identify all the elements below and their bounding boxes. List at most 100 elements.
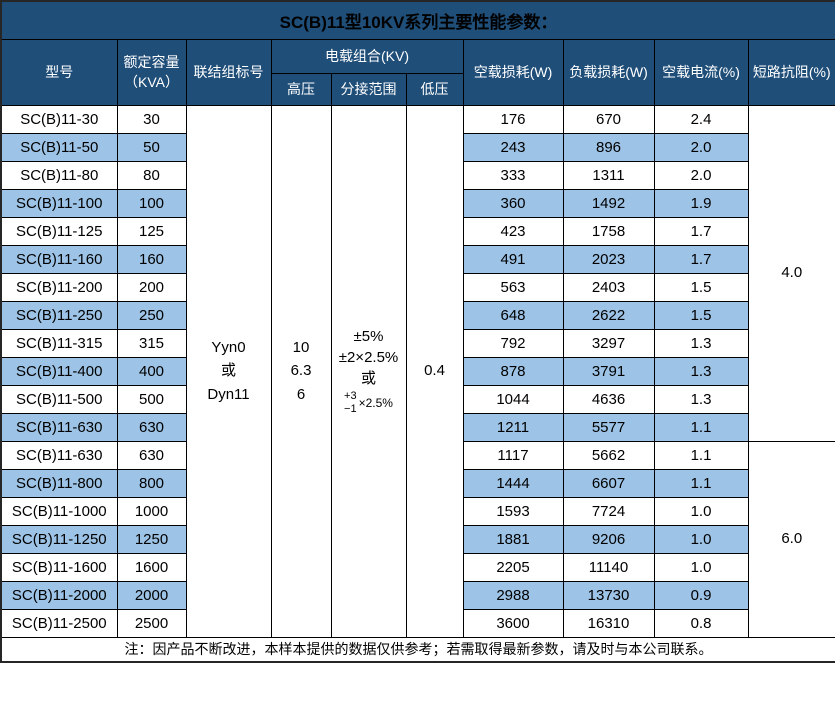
model-cell: SC(B)11-1250 (0, 524, 118, 554)
table-row: SC(B)11-200 200 563 2403 1.5 (0, 272, 835, 302)
high-voltage-line: 6 (296, 385, 306, 403)
capacity-cell: 250 (116, 300, 187, 330)
capacity-cell: 400 (116, 356, 187, 386)
connection-line: 或 (220, 362, 236, 380)
table-row: SC(B)11-1600 1600 2205 11140 1.0 (0, 552, 835, 582)
capacity-cell: 1600 (116, 552, 187, 582)
no-load-loss-cell: 333 (462, 160, 564, 190)
load-loss-cell: 5662 (562, 440, 655, 470)
load-loss-cell: 2023 (562, 244, 655, 274)
table-row: SC(B)11-800 800 1444 6607 1.1 (0, 468, 835, 498)
tap-fraction-top: +3 (344, 389, 357, 402)
no-load-loss-cell: 360 (462, 188, 564, 218)
load-loss-cell: 6607 (562, 468, 655, 498)
col-header-model: 型号 (0, 38, 118, 106)
model-cell: SC(B)11-2500 (0, 608, 118, 638)
impedance-merged-cell-1: 4.0 (747, 104, 835, 442)
model-cell: SC(B)11-250 (0, 300, 118, 330)
capacity-header-line2: （KVA） (124, 74, 179, 90)
tap-fraction-multiplier: ×2.5% (358, 395, 393, 410)
capacity-header-line1: 额定容量 (123, 53, 180, 70)
model-cell: SC(B)11-200 (0, 272, 118, 302)
tap-range-line: 或 (360, 369, 376, 387)
connection-group-merged-cell: Yyn0 或 Dyn11 (185, 104, 272, 638)
table-title: SC(B)11型10KV系列主要性能参数： (0, 0, 835, 40)
low-voltage-merged-cell: 0.4 (405, 104, 464, 638)
no-load-loss-cell: 2205 (462, 552, 564, 582)
load-loss-cell: 1492 (562, 188, 655, 218)
capacity-cell: 500 (116, 384, 187, 414)
no-load-current-cell: 1.5 (653, 272, 749, 302)
capacity-cell: 630 (116, 412, 187, 442)
load-loss-cell: 7724 (562, 496, 655, 526)
capacity-cell: 1250 (116, 524, 187, 554)
model-cell: SC(B)11-1600 (0, 552, 118, 582)
no-load-current-cell: 1.0 (653, 524, 749, 554)
model-cell: SC(B)11-100 (0, 188, 118, 218)
capacity-cell: 2000 (116, 580, 187, 610)
no-load-current-cell: 1.7 (653, 244, 749, 274)
table-row: SC(B)11-100 100 360 1492 1.9 (0, 188, 835, 218)
capacity-cell: 1000 (116, 496, 187, 526)
table-row: SC(B)11-500 500 1044 4636 1.3 (0, 384, 835, 414)
capacity-cell: 200 (116, 272, 187, 302)
header-row-1: 型号 额定容量 （KVA） 联结组标号 电载组合(KV) 空载损耗(W) 负载损… (0, 38, 835, 106)
load-loss-cell: 16310 (562, 608, 655, 638)
load-loss-cell: 2403 (562, 272, 655, 302)
no-load-current-cell: 1.1 (653, 412, 749, 442)
no-load-loss-cell: 2988 (462, 580, 564, 610)
load-loss-cell: 3297 (562, 328, 655, 358)
no-load-loss-cell: 176 (462, 104, 564, 134)
load-loss-cell: 4636 (562, 384, 655, 414)
no-load-loss-cell: 1593 (462, 496, 564, 526)
load-loss-cell: 9206 (562, 524, 655, 554)
table-row: SC(B)11-630 630 1117 5662 1.1 6.0 (0, 440, 835, 638)
no-load-current-cell: 1.9 (653, 188, 749, 218)
table-row: SC(B)11-80 80 333 1311 2.0 (0, 160, 835, 190)
table-row: SC(B)11-2500 2500 3600 16310 0.8 (0, 608, 835, 638)
tap-range-line: ±2×2.5% (338, 348, 399, 366)
no-load-loss-cell: 648 (462, 300, 564, 330)
no-load-loss-cell: 878 (462, 356, 564, 386)
model-cell: SC(B)11-800 (0, 468, 118, 498)
capacity-cell: 50 (116, 132, 187, 162)
no-load-loss-cell: 3600 (462, 608, 564, 638)
load-loss-cell: 11140 (562, 552, 655, 582)
table-row: SC(B)11-630 630 1211 5577 1.1 (0, 412, 835, 442)
load-loss-cell: 5577 (562, 412, 655, 442)
load-loss-cell: 896 (562, 132, 655, 162)
capacity-cell: 30 (116, 104, 187, 134)
no-load-current-cell: 1.0 (653, 552, 749, 582)
no-load-loss-cell: 243 (462, 132, 564, 162)
tap-range-fraction: +3 −1 ×2.5% (333, 390, 405, 416)
table-row: SC(B)11-160 160 491 2023 1.7 (0, 244, 835, 274)
no-load-current-cell: 1.5 (653, 300, 749, 330)
no-load-loss-cell: 563 (462, 272, 564, 302)
high-voltage-line: 6.3 (290, 362, 312, 380)
connection-line: Yyn0 (211, 339, 246, 357)
model-cell: SC(B)11-315 (0, 328, 118, 358)
no-load-loss-cell: 792 (462, 328, 564, 358)
model-cell: SC(B)11-125 (0, 216, 118, 246)
load-loss-cell: 2622 (562, 300, 655, 330)
capacity-cell: 80 (116, 160, 187, 190)
table-row: SC(B)11-1250 1250 1881 9206 1.0 (0, 524, 835, 554)
data-rows: SC(B)11-30 30 Yyn0 或 Dyn11 10 6.3 6 ±5% ±2×2.5% 或 +… (0, 104, 835, 638)
model-cell: SC(B)11-2000 (0, 580, 118, 610)
spec-table: SC(B)11型10KV系列主要性能参数： 型号 额定容量 （KVA） 联结组标… (0, 0, 835, 663)
no-load-loss-cell: 1117 (462, 440, 564, 470)
table-row: SC(B)11-250 250 648 2622 1.5 (0, 300, 835, 330)
no-load-loss-cell: 1211 (462, 412, 564, 442)
col-header-voltage-combo: 电载组合(KV) (270, 38, 464, 74)
table-row: SC(B)11-125 125 423 1758 1.7 (0, 216, 835, 246)
no-load-current-cell: 1.1 (653, 440, 749, 470)
header-row-2: 高压 分接范围 低压 (1, 72, 835, 106)
model-cell: SC(B)11-500 (0, 384, 118, 414)
connection-line: Dyn11 (207, 385, 250, 403)
capacity-cell: 160 (116, 244, 187, 274)
no-load-loss-cell: 1444 (462, 468, 564, 498)
load-loss-cell: 1311 (562, 160, 655, 190)
model-cell: SC(B)11-80 (0, 160, 118, 190)
table-row: SC(B)11-30 30 Yyn0 或 Dyn11 10 6.3 6 ±5% ±2×2.5% 或 +… (0, 104, 835, 638)
no-load-current-cell: 1.3 (653, 356, 749, 386)
